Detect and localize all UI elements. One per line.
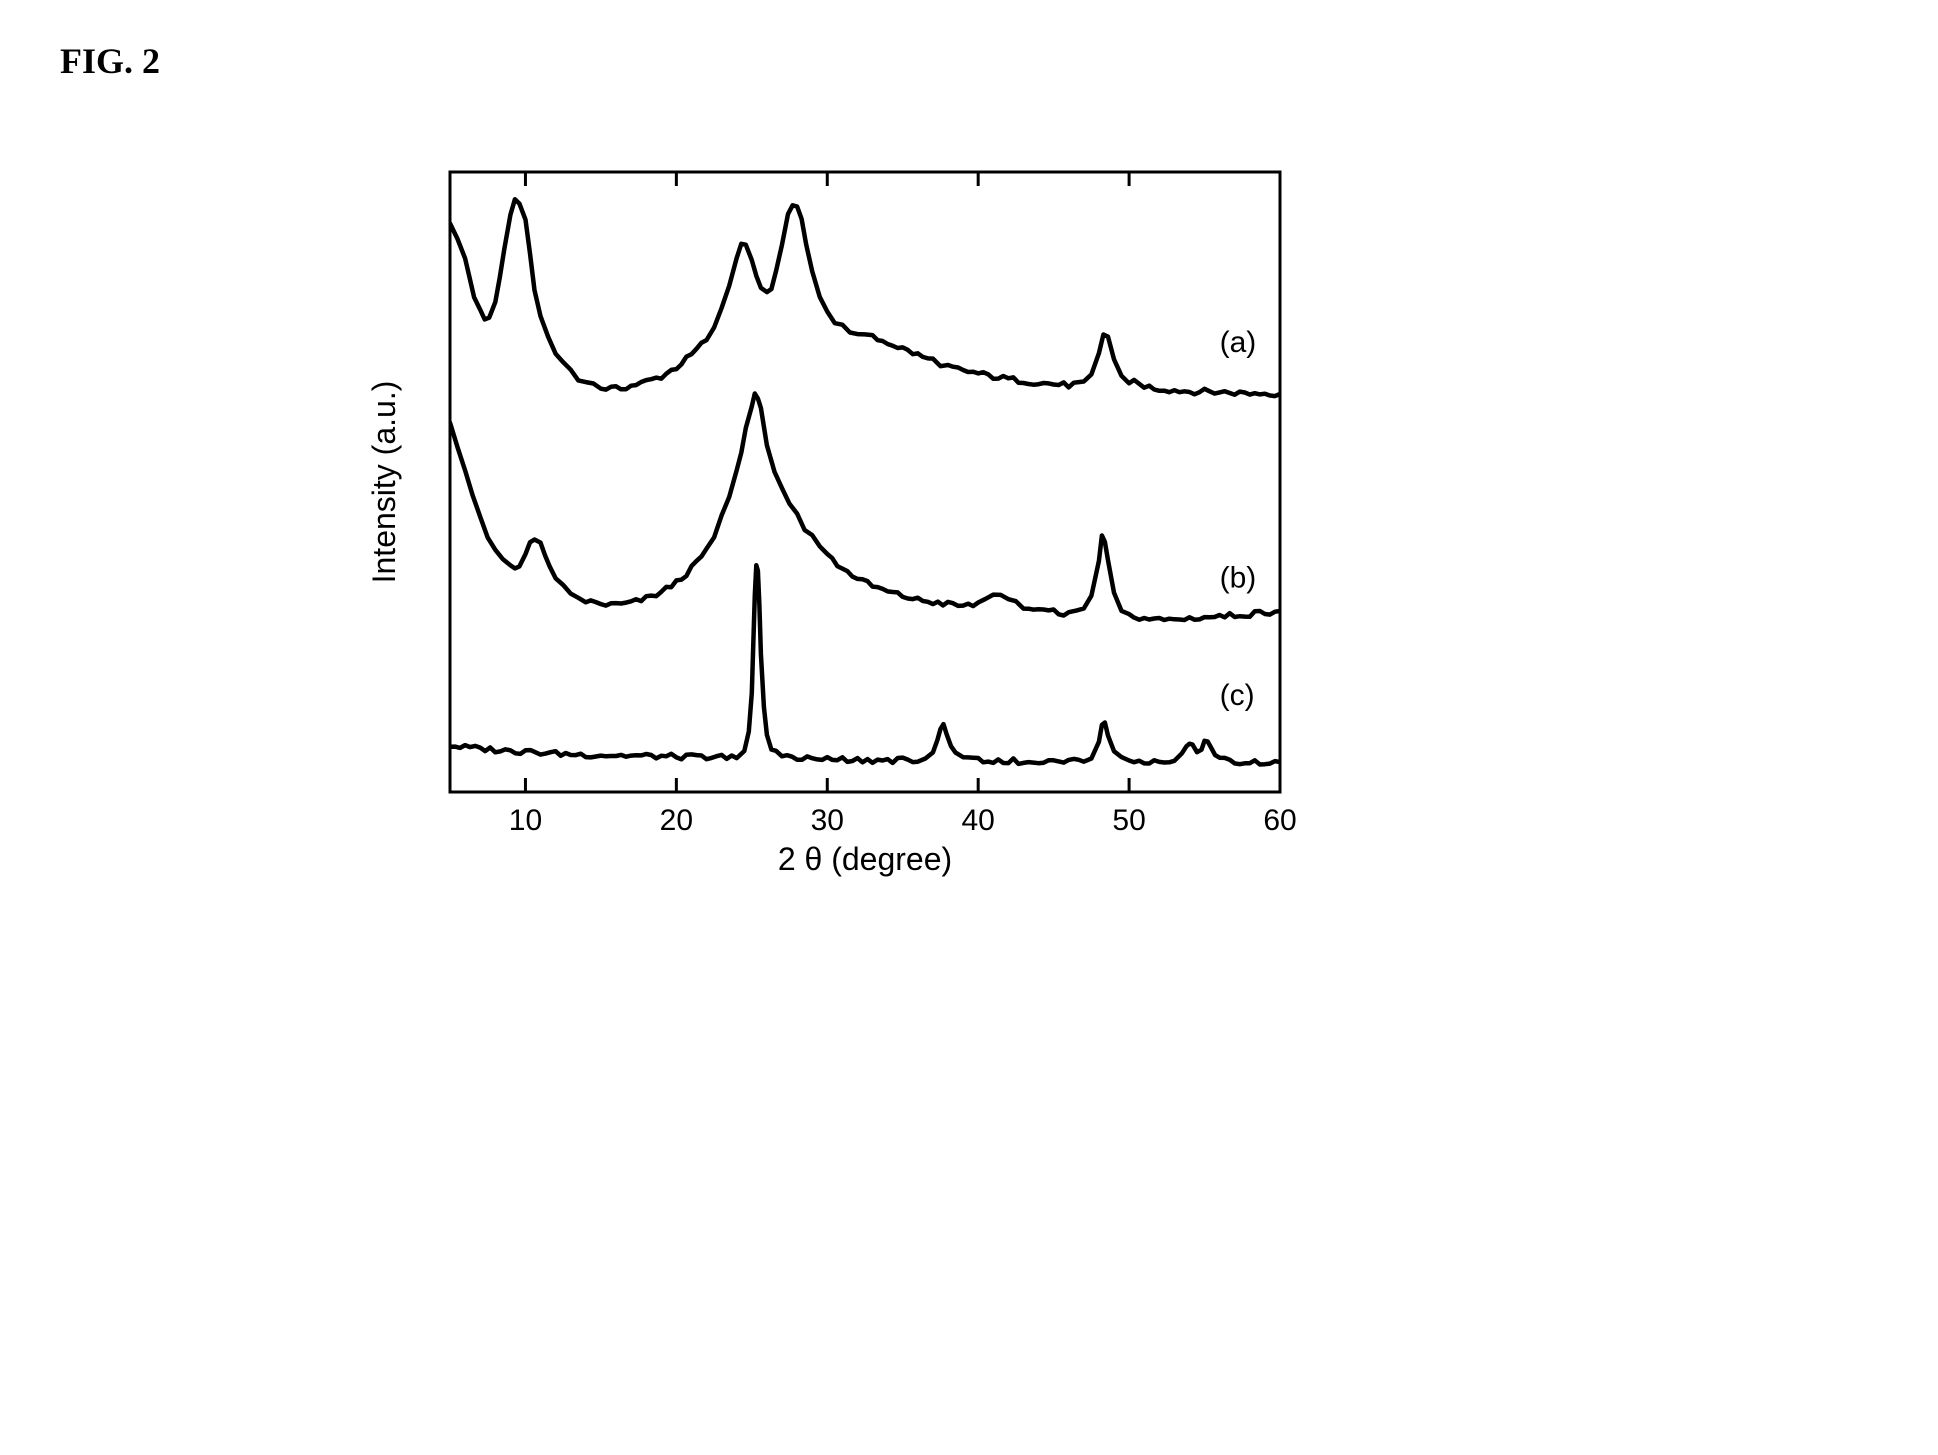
svg-text:10: 10 xyxy=(509,804,542,837)
svg-text:(a): (a) xyxy=(1220,326,1257,359)
figure-label: FIG. 2 xyxy=(60,40,1898,82)
svg-text:(b): (b) xyxy=(1220,561,1257,594)
svg-text:50: 50 xyxy=(1112,804,1145,837)
svg-text:(c): (c) xyxy=(1220,679,1255,712)
xrd-chart: 10 20 30 40 50 60 2 θ (degree) Intensity (a.u.)… xyxy=(340,142,1340,912)
svg-text:40: 40 xyxy=(961,804,994,837)
svg-text:30: 30 xyxy=(811,804,844,837)
svg-text:Intensity (a.u.): Intensity (a.u.) xyxy=(366,381,402,584)
svg-text:60: 60 xyxy=(1263,804,1296,837)
svg-text:20: 20 xyxy=(660,804,693,837)
svg-text:2 θ (degree): 2 θ (degree) xyxy=(778,841,952,877)
